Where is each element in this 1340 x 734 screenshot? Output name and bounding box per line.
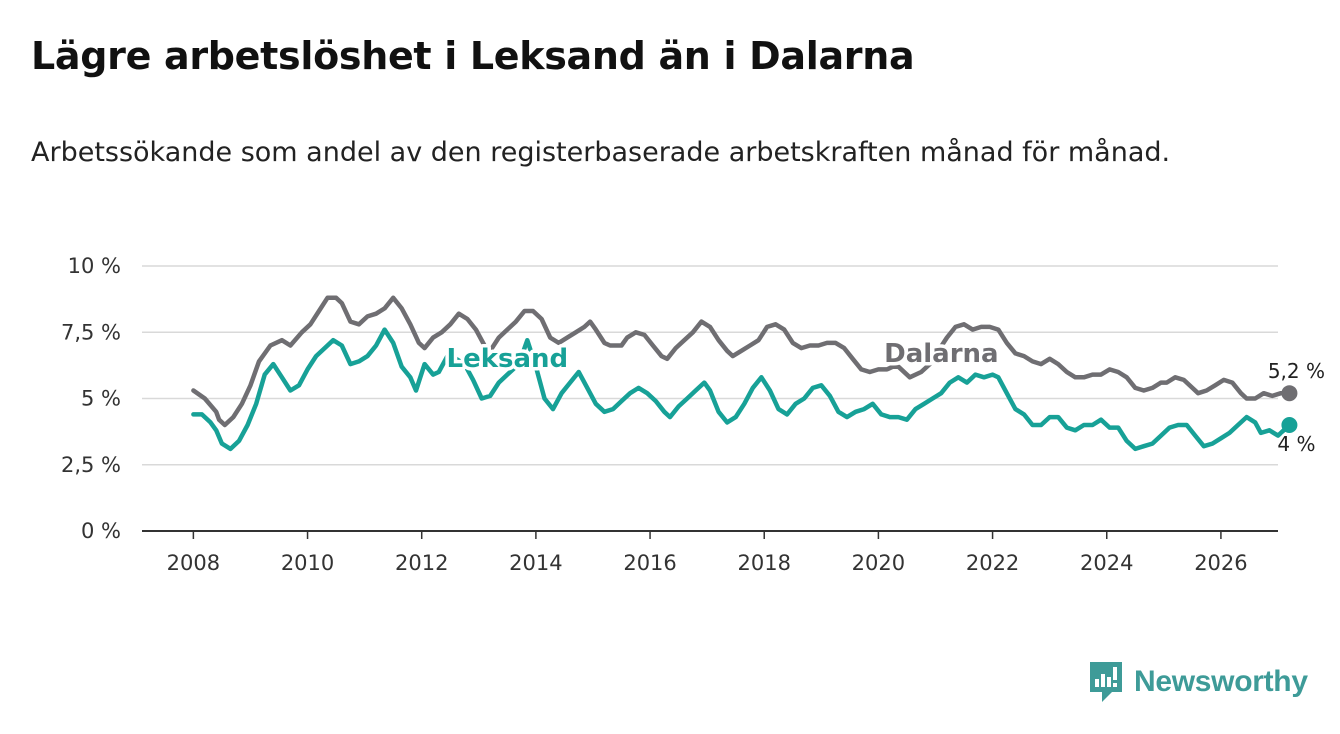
x-tick-label: 2020 bbox=[852, 551, 905, 575]
y-tick-label: 7,5 % bbox=[61, 320, 121, 344]
x-tick-label: 2016 bbox=[623, 551, 676, 575]
y-tick-label: 2,5 % bbox=[61, 453, 121, 477]
dalarna-end-label: 5,2 % bbox=[1268, 359, 1325, 383]
y-tick-label: 0 % bbox=[81, 519, 121, 543]
y-tick-label: 5 % bbox=[81, 387, 121, 411]
chart-subtitle: Arbetssökande som andel av den registerb… bbox=[31, 137, 1171, 168]
leksand-line bbox=[191, 327, 1292, 452]
x-tick-label: 2018 bbox=[738, 551, 791, 575]
brand-logo: Newsworthy bbox=[1088, 660, 1308, 704]
y-tick-label: 10 % bbox=[68, 254, 121, 278]
x-tick-label: 2008 bbox=[167, 551, 220, 575]
dalarna-line bbox=[191, 295, 1292, 428]
x-tick-label: 2014 bbox=[509, 551, 562, 575]
chart-title: Lägre arbetslöshet i Leksand än i Dalarn… bbox=[31, 34, 915, 78]
newsworthy-logo-icon bbox=[1090, 662, 1122, 702]
x-tick-label: 2026 bbox=[1194, 551, 1247, 575]
x-tick-label: 2012 bbox=[395, 551, 448, 575]
leksand-end-point bbox=[1281, 417, 1298, 433]
leksand-end-label: 4 % bbox=[1277, 432, 1315, 456]
dalarna-end-point bbox=[1281, 385, 1298, 402]
x-tick-label: 2022 bbox=[966, 551, 1019, 575]
x-tick-label: 2010 bbox=[281, 551, 334, 575]
dalarna-series-label: Dalarna bbox=[884, 339, 998, 369]
brand-name: Newsworthy bbox=[1134, 665, 1308, 698]
x-tick-label: 2024 bbox=[1080, 551, 1133, 575]
leksand-series-label: Leksand bbox=[447, 344, 569, 374]
